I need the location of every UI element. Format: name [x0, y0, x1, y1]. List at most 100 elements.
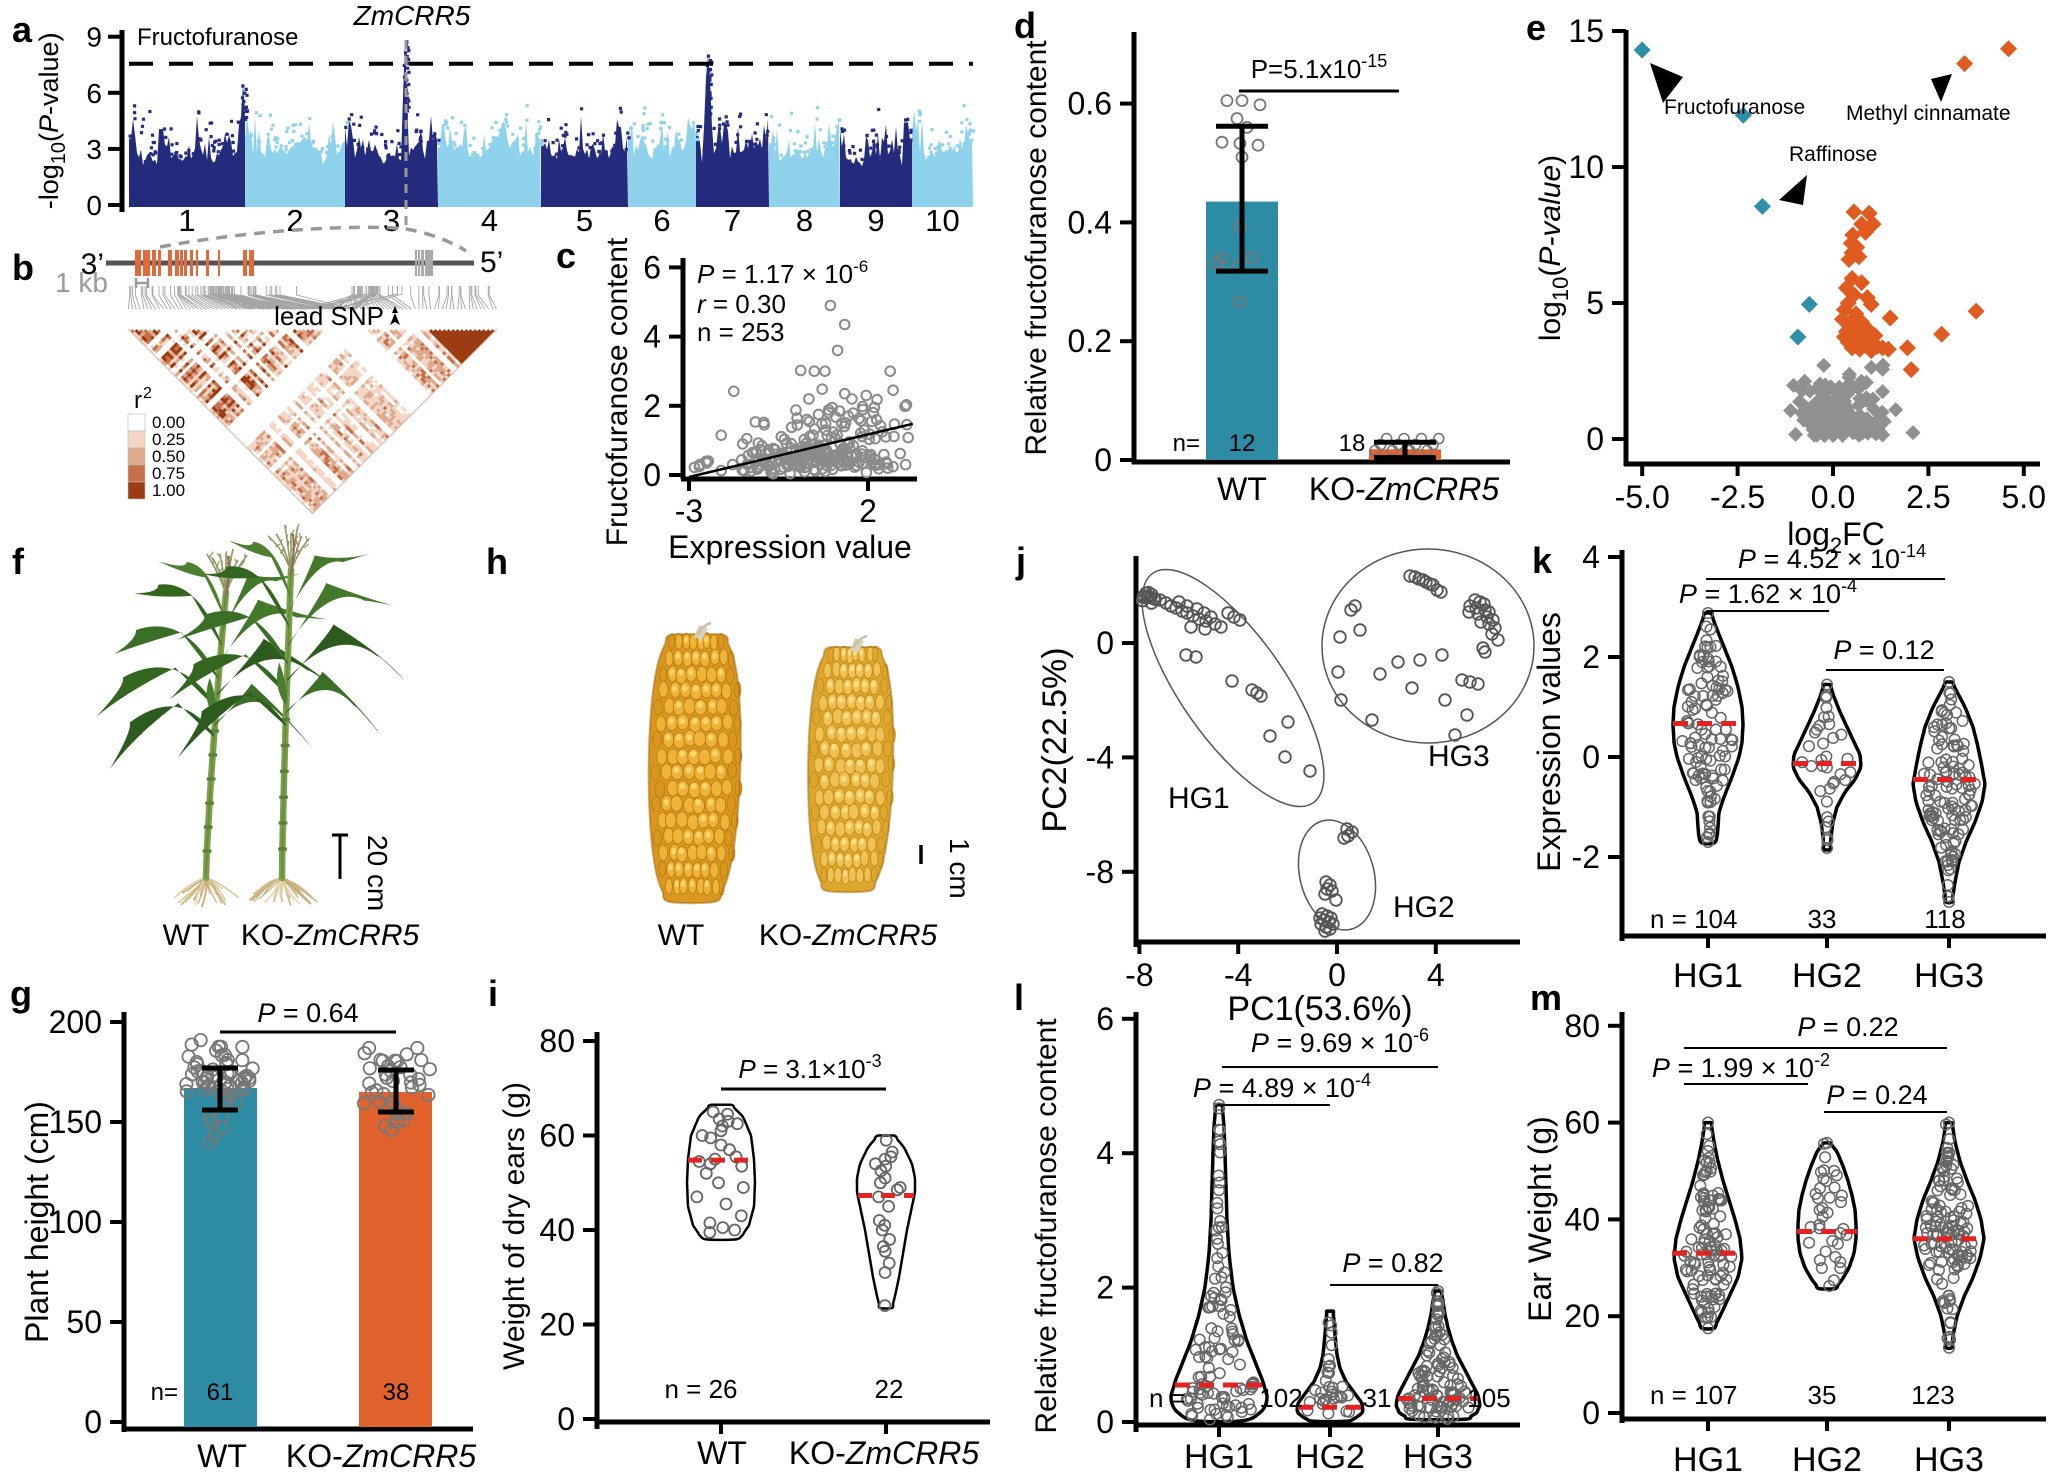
svg-text:P = 1.17 × 10-6: P = 1.17 × 10-6 — [697, 257, 868, 289]
svg-text:2: 2 — [1096, 1270, 1114, 1306]
svg-text:0.0: 0.0 — [1811, 479, 1855, 515]
svg-text:a: a — [12, 9, 33, 50]
svg-text:Fructofuranose content: Fructofuranose content — [601, 237, 634, 546]
svg-text:0.50: 0.50 — [152, 447, 185, 466]
svg-text:HG3: HG3 — [1914, 957, 1984, 995]
svg-text:6: 6 — [86, 78, 102, 109]
svg-text:0: 0 — [84, 1404, 102, 1440]
svg-text:80: 80 — [539, 1023, 575, 1059]
svg-text:-2.5: -2.5 — [1710, 479, 1765, 515]
svg-text:f: f — [12, 541, 25, 582]
svg-text:-8: -8 — [1125, 957, 1153, 993]
svg-text:HG3: HG3 — [1403, 1438, 1473, 1476]
svg-text:HG2: HG2 — [1792, 957, 1862, 995]
svg-text:n =: n = — [1149, 1383, 1186, 1413]
svg-text:WT: WT — [197, 1438, 247, 1474]
svg-text:0: 0 — [1586, 421, 1604, 457]
svg-text:6: 6 — [1096, 1001, 1114, 1037]
svg-text:3’: 3’ — [81, 248, 104, 281]
svg-text:18: 18 — [1339, 430, 1366, 457]
svg-text:P = 9.69 × 10-6: P = 9.69 × 10-6 — [1251, 1025, 1429, 1058]
svg-text:38: 38 — [383, 1379, 410, 1406]
svg-text:0: 0 — [1096, 625, 1114, 661]
svg-text:HG1: HG1 — [1184, 1438, 1254, 1476]
svg-text:5.0: 5.0 — [2002, 479, 2046, 515]
svg-text:WT: WT — [658, 919, 705, 952]
svg-text:9: 9 — [86, 22, 102, 53]
svg-text:-3: -3 — [675, 493, 703, 529]
svg-text:2: 2 — [1582, 639, 1600, 675]
svg-text:e: e — [1526, 7, 1546, 48]
svg-text:4: 4 — [643, 319, 661, 355]
svg-text:k: k — [1532, 540, 1553, 581]
svg-text:PC1(53.6%): PC1(53.6%) — [1227, 990, 1412, 1028]
svg-text:105: 105 — [1467, 1383, 1510, 1413]
svg-text:lead SNP: lead SNP — [274, 301, 384, 331]
svg-text:b: b — [12, 247, 34, 288]
svg-text:20: 20 — [539, 1307, 575, 1343]
svg-text:WT: WT — [697, 1435, 747, 1471]
svg-text:100: 100 — [49, 1204, 102, 1240]
svg-text:9: 9 — [867, 203, 884, 238]
svg-text:5’: 5’ — [480, 246, 503, 279]
svg-text:KO-ZmCRR5: KO-ZmCRR5 — [1309, 471, 1499, 507]
svg-text:35: 35 — [1808, 1380, 1837, 1410]
svg-text:-2: -2 — [1572, 839, 1600, 875]
svg-text:HG1: HG1 — [1168, 782, 1230, 815]
svg-text:n = 107: n = 107 — [1650, 1380, 1737, 1410]
svg-text:20: 20 — [1564, 1298, 1600, 1334]
svg-text:P = 4.89 × 10-4: P = 4.89 × 10-4 — [1193, 1070, 1371, 1103]
svg-text:WT: WT — [1217, 471, 1267, 507]
svg-text:102: 102 — [1259, 1383, 1302, 1413]
svg-text:HG1: HG1 — [1673, 957, 1743, 995]
svg-text:log10(P-value): log10(P-value) — [1534, 155, 1573, 341]
svg-text:n = 104: n = 104 — [1650, 904, 1737, 934]
svg-text:2.5: 2.5 — [1906, 479, 1950, 515]
svg-text:10: 10 — [1568, 149, 1604, 185]
svg-text:P = 0.64: P = 0.64 — [257, 998, 358, 1028]
svg-text:2: 2 — [643, 388, 661, 424]
svg-text:0.2: 0.2 — [1068, 323, 1112, 359]
svg-text:3: 3 — [86, 134, 102, 165]
svg-text:Fructofuranose: Fructofuranose — [1664, 96, 1805, 119]
svg-text:4: 4 — [1096, 1135, 1114, 1171]
svg-text:P = 0.82: P = 0.82 — [1342, 1248, 1443, 1278]
svg-text:60: 60 — [1564, 1105, 1600, 1141]
svg-text:1 cm: 1 cm — [944, 838, 975, 899]
svg-text:KO-ZmCRR5: KO-ZmCRR5 — [241, 919, 420, 952]
svg-text:P = 1.62 × 10-4: P = 1.62 × 10-4 — [1679, 576, 1857, 609]
svg-text:10: 10 — [925, 203, 959, 238]
svg-text:6: 6 — [653, 203, 670, 238]
svg-text:150: 150 — [49, 1104, 102, 1140]
svg-text:KO-ZmCRR5: KO-ZmCRR5 — [789, 1435, 979, 1471]
svg-text:Methyl cinnamate: Methyl cinnamate — [1846, 102, 2011, 125]
svg-text:n=: n= — [151, 1379, 178, 1406]
svg-text:4: 4 — [1582, 539, 1600, 575]
svg-text:1: 1 — [178, 203, 195, 238]
svg-text:0.4: 0.4 — [1068, 204, 1112, 240]
svg-text:61: 61 — [207, 1379, 234, 1406]
svg-text:HG2: HG2 — [1393, 891, 1455, 924]
svg-text:0: 0 — [1328, 957, 1346, 993]
svg-text:40: 40 — [1564, 1201, 1600, 1237]
svg-text:n = 253: n = 253 — [697, 317, 784, 347]
svg-text:Ear Weight (g): Ear Weight (g) — [1522, 1116, 1558, 1322]
svg-text:0: 0 — [643, 457, 661, 493]
svg-text:P = 0.22: P = 0.22 — [1797, 1012, 1898, 1042]
svg-text:60: 60 — [539, 1118, 575, 1154]
svg-text:PC2(22.5%): PC2(22.5%) — [1036, 647, 1074, 832]
svg-text:4: 4 — [481, 203, 498, 238]
svg-text:Raffinose: Raffinose — [1789, 143, 1877, 166]
svg-text:33: 33 — [1808, 904, 1837, 934]
svg-text:8: 8 — [796, 203, 813, 238]
svg-text:200: 200 — [49, 1004, 102, 1040]
svg-text:50: 50 — [66, 1304, 102, 1340]
svg-text:0.25: 0.25 — [152, 430, 185, 449]
svg-text:20 cm: 20 cm — [362, 835, 393, 911]
svg-text:Plant height (cm): Plant height (cm) — [19, 1101, 55, 1343]
svg-text:Relative fructofuranose conten: Relative fructofuranose content — [1030, 1018, 1063, 1434]
svg-text:Expression value: Expression value — [668, 529, 912, 565]
svg-text:2: 2 — [286, 203, 303, 238]
svg-text:HG2: HG2 — [1295, 1438, 1365, 1476]
svg-text:Expression values: Expression values — [1531, 612, 1567, 872]
